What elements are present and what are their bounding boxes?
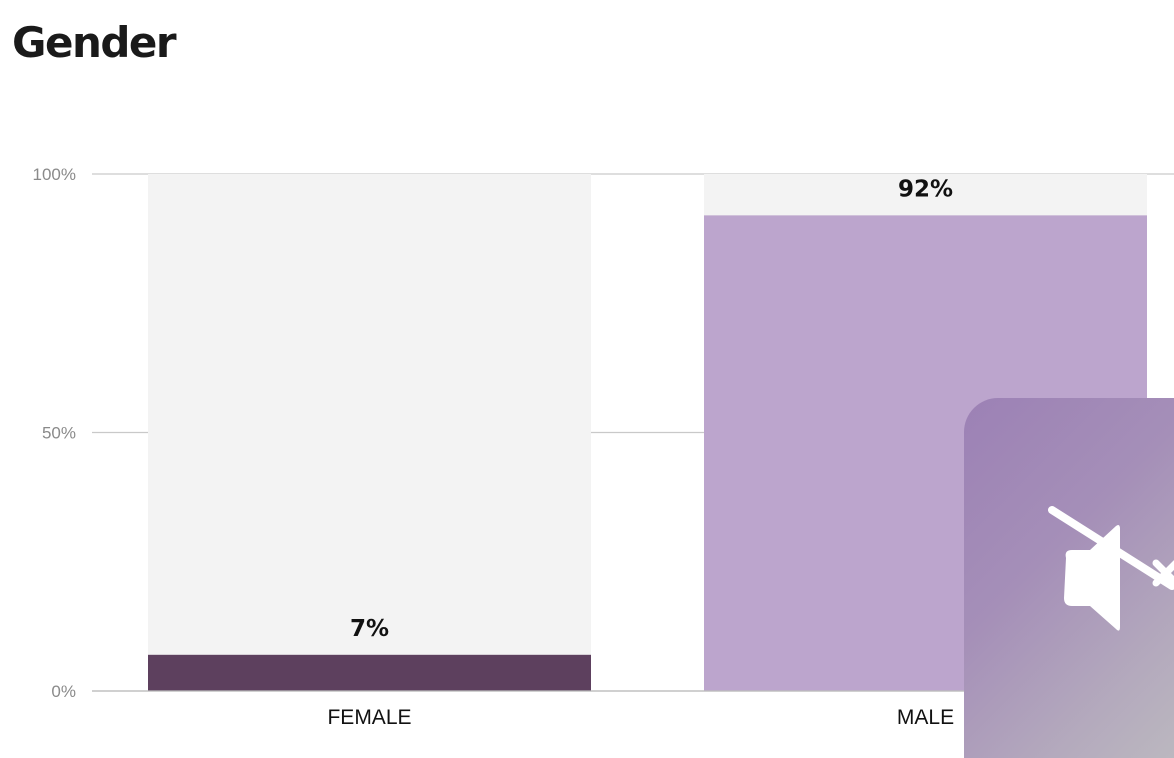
speaker-muted-icon	[1048, 506, 1174, 631]
data-label: 92%	[898, 176, 953, 202]
data-label: 7%	[350, 616, 389, 642]
chart-title: Gender	[12, 18, 177, 67]
mute-toggle-button[interactable]	[964, 398, 1174, 758]
bar-track	[148, 174, 591, 691]
y-tick-label: 100%	[33, 165, 76, 184]
y-tick-label: 0%	[51, 682, 76, 701]
x-tick-label: FEMALE	[327, 706, 411, 729]
x-tick-label: MALE	[897, 706, 954, 729]
y-tick-label: 50%	[42, 424, 76, 443]
bar	[148, 654, 591, 691]
